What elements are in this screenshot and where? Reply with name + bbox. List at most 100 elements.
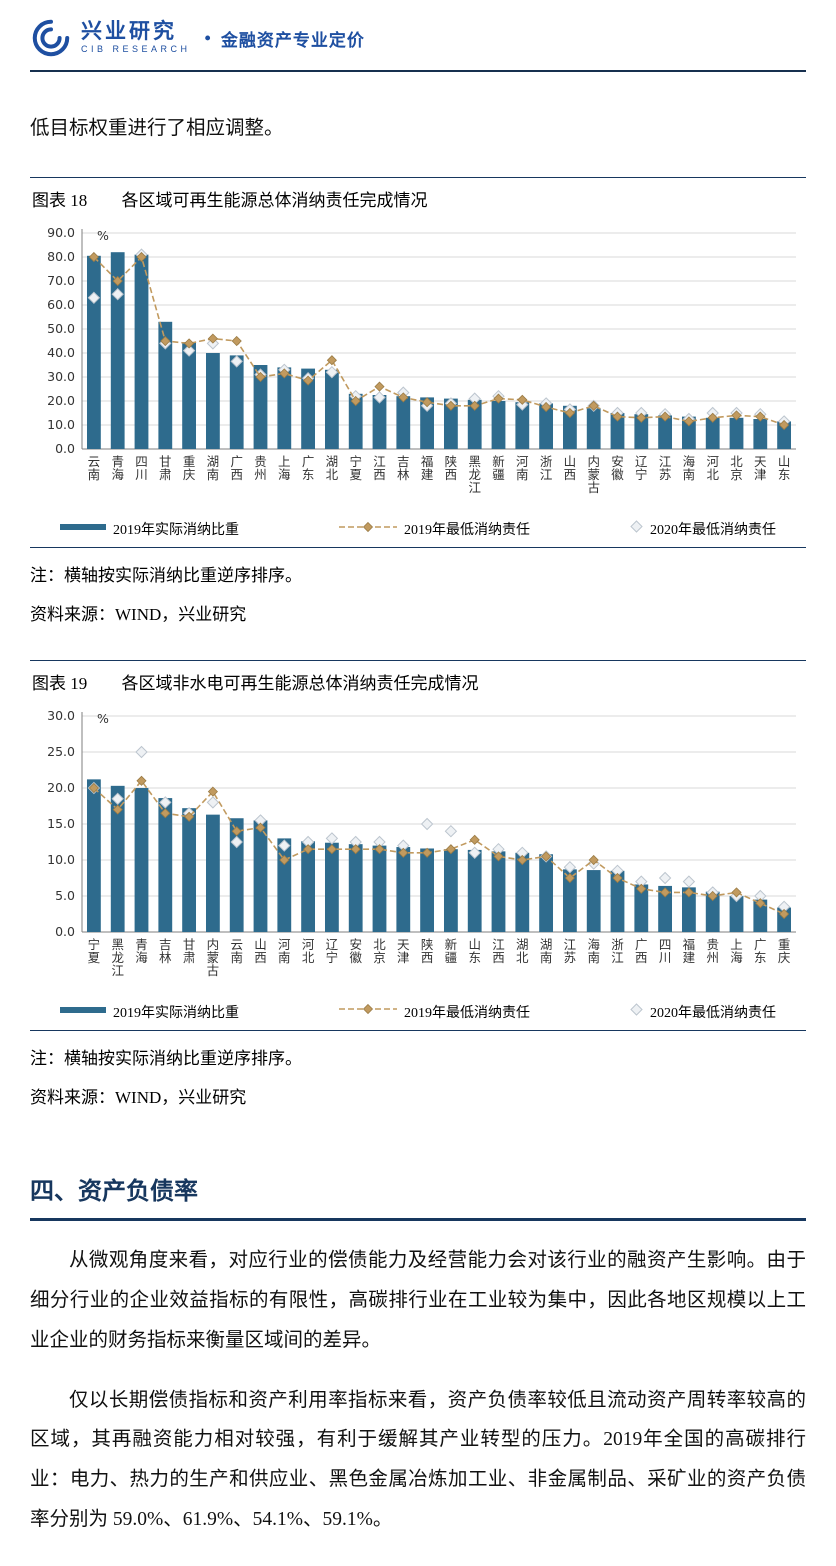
svg-text:30.0: 30.0 — [47, 369, 75, 384]
svg-text:广东: 广东 — [302, 454, 315, 482]
legend-min2019-label: 2019年最低消纳责任 — [404, 523, 530, 539]
header-tagline: 金融资产专业定价 — [220, 30, 365, 50]
figure-19-source: 资料来源：WIND，兴业研究 — [30, 1087, 247, 1107]
intro-text: 低目标权重进行了相应调整。 — [30, 118, 284, 139]
brand-name: 兴业研究 — [81, 20, 177, 44]
svg-text:60.0: 60.0 — [47, 297, 75, 312]
svg-text:甘肃: 甘肃 — [183, 937, 196, 965]
svg-text:江苏: 江苏 — [564, 937, 577, 965]
cib-logo-icon — [30, 17, 72, 59]
figure-19: 图表 19 各区域非水电可再生能源总体消纳责任完成情况 0.0 5.0 10.0 15… — [30, 659, 806, 1113]
svg-text:20.0: 20.0 — [47, 780, 75, 795]
header-divider — [30, 70, 806, 72]
report-header: 兴业研究 CIB RESEARCH • 金融资产专业定价 — [30, 0, 806, 72]
bar-swatch-icon — [60, 1004, 106, 1020]
diamond-swatch-icon — [630, 520, 643, 538]
svg-text:江苏: 江苏 — [659, 454, 672, 482]
figure-19-legend: 2019年实际消纳比重 2019年最低消纳责任 2020年最低消纳责任 — [30, 1000, 806, 1030]
svg-text:安徽: 安徽 — [349, 937, 362, 965]
svg-text:辽宁: 辽宁 — [326, 937, 339, 965]
svg-text:15.0: 15.0 — [47, 816, 75, 831]
svg-text:湖南: 湖南 — [540, 937, 553, 965]
legend-actual-label: 2019年实际消纳比重 — [113, 1005, 239, 1021]
svg-text:贵州: 贵州 — [706, 937, 719, 965]
svg-text:20.0: 20.0 — [47, 393, 75, 408]
svg-text:浙江: 浙江 — [611, 937, 624, 965]
svg-text:贵州: 贵州 — [254, 454, 267, 482]
figure-19-bottom-rule — [30, 1029, 806, 1031]
svg-text:北京: 北京 — [730, 454, 743, 482]
svg-text:山西: 山西 — [564, 454, 577, 482]
figure-18-note: 注：横轴按实际消纳比重逆序排序。 — [30, 566, 302, 586]
svg-text:新疆: 新疆 — [492, 454, 505, 482]
svg-text:甘肃: 甘肃 — [159, 454, 172, 482]
svg-text:0.0: 0.0 — [55, 441, 75, 456]
legend-min2019-label: 2019年最低消纳责任 — [404, 1005, 530, 1021]
figure-18-legend: 2019年实际消纳比重 2019年最低消纳责任 2020年最低消纳责任 — [30, 517, 806, 547]
svg-text:湖北: 湖北 — [516, 937, 529, 965]
svg-text:青海: 青海 — [135, 937, 148, 965]
svg-text:福建: 福建 — [421, 454, 434, 482]
figure-18-title-row: 图表 18 各区域可再生能源总体消纳责任完成情况 — [30, 178, 806, 217]
svg-text:云南: 云南 — [230, 937, 243, 965]
svg-text:40.0: 40.0 — [47, 345, 75, 360]
svg-text:50.0: 50.0 — [47, 321, 75, 336]
svg-text:北京: 北京 — [373, 937, 386, 965]
figure-18-bottom-rule — [30, 547, 806, 549]
svg-text:海南: 海南 — [683, 454, 696, 482]
section-heading: 四、资产负债率 — [30, 1171, 806, 1221]
figure-18-label: 图表 18 — [32, 191, 88, 211]
legend-min2020-label: 2020年最低消纳责任 — [650, 523, 776, 539]
figure-18-top-rule — [30, 177, 806, 179]
dashed-line-swatch-icon — [339, 521, 397, 538]
legend-min2020-label: 2020年最低消纳责任 — [650, 1005, 776, 1021]
svg-text:广西: 广西 — [230, 454, 243, 482]
svg-text:河北: 河北 — [706, 454, 719, 482]
svg-text:陕西: 陕西 — [445, 454, 458, 482]
legend-item-min2020: 2020年最低消纳责任 — [630, 1002, 776, 1022]
svg-text:重庆: 重庆 — [183, 454, 196, 482]
svg-text:湖北: 湖北 — [326, 454, 339, 482]
chart-svg: 0.0 10.0 20.0 30.0 40.0 50.0 60.0 70.0 80.0 90.0%… — [47, 225, 796, 495]
svg-text:青海: 青海 — [111, 454, 124, 482]
svg-text:新疆: 新疆 — [445, 937, 458, 965]
figure-18: 图表 18 各区域可再生能源总体消纳责任完成情况 0.0 10.0 20.0 30.0… — [30, 177, 806, 630]
svg-text:上海: 上海 — [730, 937, 743, 965]
figure-19-title-row: 图表 19 各区域非水电可再生能源总体消纳责任完成情况 — [30, 661, 806, 700]
svg-text:70.0: 70.0 — [47, 273, 75, 288]
svg-text:河北: 河北 — [302, 937, 315, 965]
dashed-line-swatch-icon — [339, 1003, 397, 1020]
svg-text:辽宁: 辽宁 — [635, 454, 648, 482]
svg-text:湖南: 湖南 — [207, 454, 220, 482]
svg-text:广西: 广西 — [635, 937, 648, 965]
bar-swatch-icon — [60, 521, 106, 537]
svg-text:天津: 天津 — [397, 937, 410, 965]
legend-item-actual: 2019年实际消纳比重 — [60, 1002, 239, 1022]
svg-text:山东: 山东 — [468, 937, 481, 965]
svg-text:河南: 河南 — [516, 454, 529, 482]
figure-19-top-rule — [30, 659, 806, 661]
figure-18-chart: 0.0 10.0 20.0 30.0 40.0 50.0 60.0 70.0 80.0 90.0%… — [30, 217, 806, 517]
svg-text:%: % — [97, 228, 109, 243]
svg-text:四川: 四川 — [135, 454, 148, 482]
legend-actual-label: 2019年实际消纳比重 — [113, 523, 239, 539]
body-paragraph-2: 仅以长期偿债指标和资产利用率指标来看，资产负债率较低且流动资产周转率较高的区域，… — [30, 1389, 806, 1531]
svg-text:10.0: 10.0 — [47, 852, 75, 867]
figure-19-label: 图表 19 — [32, 673, 88, 693]
figure-19-note: 注：横轴按实际消纳比重逆序排序。 — [30, 1048, 302, 1068]
svg-text:江西: 江西 — [492, 937, 505, 965]
brand-text: 兴业研究 CIB RESEARCH — [81, 20, 191, 55]
legend-item-min2019: 2019年最低消纳责任 — [339, 519, 530, 539]
svg-text:黑龙江: 黑龙江 — [111, 937, 124, 978]
svg-text:四川: 四川 — [659, 937, 672, 965]
chart-svg: 0.0 5.0 10.0 15.0 20.0 25.0 30.0 % 宁夏黑龙江青海吉林甘肃内蒙… — [47, 708, 796, 978]
svg-text:90.0: 90.0 — [47, 225, 75, 240]
brand-separator-dot: • — [204, 27, 211, 48]
svg-text:30.0: 30.0 — [47, 708, 75, 723]
svg-text:天津: 天津 — [754, 454, 767, 482]
legend-item-actual: 2019年实际消纳比重 — [60, 519, 239, 539]
svg-text:25.0: 25.0 — [47, 744, 75, 759]
brand-row: 兴业研究 CIB RESEARCH • 金融资产专业定价 — [30, 12, 806, 64]
svg-text:%: % — [97, 711, 109, 726]
